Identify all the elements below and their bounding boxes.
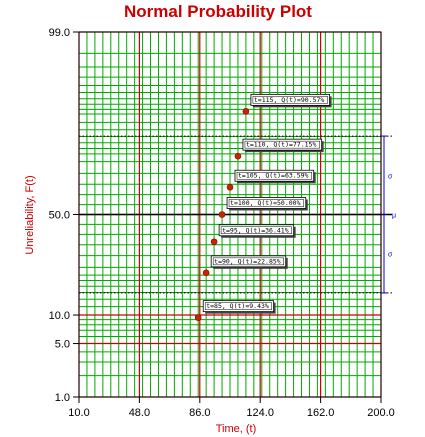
annotation-box <box>242 138 323 151</box>
mu-marker: μ <box>392 213 396 220</box>
data-point <box>226 183 234 191</box>
annotation-box <box>210 255 287 268</box>
data-label: t=85, Q(t)=9.43% <box>206 302 269 310</box>
annotation-box <box>218 224 295 237</box>
data-point <box>218 211 226 218</box>
x-tick-label: 124.0 <box>246 407 274 419</box>
data-point <box>194 314 202 321</box>
data-point <box>234 152 242 160</box>
y-tick-label: 1.0 <box>55 392 70 404</box>
data-label: t=105, Q(t)=63.59% <box>238 172 309 180</box>
annotation-box-inner <box>212 257 284 266</box>
x-tick-label: 162.0 <box>307 407 335 419</box>
annotation-box-inner <box>204 302 272 310</box>
sigma-marker-upper: σ <box>388 173 393 180</box>
annotation-box <box>250 93 330 106</box>
y-tick-label: 50.0 <box>49 210 70 222</box>
data-point <box>202 269 210 277</box>
y-tick-label: 10.0 <box>49 310 70 322</box>
data-label: t=90, Q(t)=22.85% <box>214 257 281 265</box>
x-axis-label: Time, (t) <box>216 423 257 435</box>
annotation-box-inner <box>236 171 312 180</box>
annotation-box-inner <box>220 226 292 235</box>
annotation-box-inner <box>244 140 320 149</box>
x-tick-label: 200.0 <box>367 407 395 419</box>
data-point <box>210 238 218 246</box>
x-tick-label: 48.0 <box>129 407 150 419</box>
annotation-box-inner <box>228 199 305 207</box>
annotation-box-inner <box>252 96 328 104</box>
x-tick-label: 86.0 <box>189 407 210 419</box>
data-point <box>242 108 250 115</box>
data-label: t=110, Q(t)=77.15% <box>246 141 317 149</box>
sigma-marker-lower: σ <box>388 252 393 259</box>
data-label: t=115, Q(t)=90.57% <box>254 96 325 104</box>
y-tick-label: 99.0 <box>49 27 70 39</box>
annotation-box <box>202 300 275 313</box>
y-tick-label: 5.0 <box>55 339 70 351</box>
x-tick-label: 10.0 <box>68 407 89 419</box>
chart-title: Normal Probability Plot <box>124 2 312 21</box>
data-label: t=95, Q(t)=36.41% <box>222 226 289 234</box>
annotation-box <box>234 169 315 182</box>
annotation-box <box>226 197 307 209</box>
y-axis-label: Unreliability, F(t) <box>24 175 36 254</box>
data-label: t=100, Q(t)=50.00% <box>230 199 301 207</box>
